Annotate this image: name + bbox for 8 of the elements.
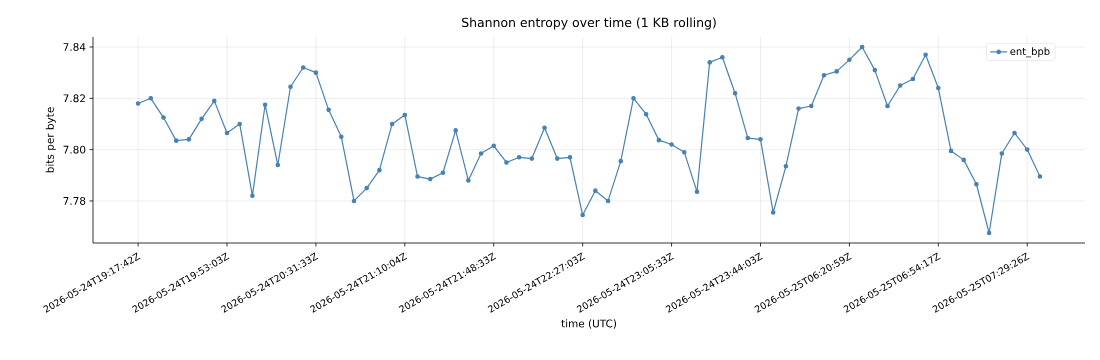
chart-title: Shannon entropy over time (1 KB rolling) xyxy=(462,17,716,30)
x-axis-title: time (UTC) xyxy=(561,319,617,329)
y-tick-label: 7.78 xyxy=(63,196,86,205)
y-tick-label: 7.84 xyxy=(63,43,86,51)
y-axis-title: bits per byte xyxy=(45,107,56,173)
y-tick-label: 7.80 xyxy=(63,145,86,154)
legend-label: ent_bpb xyxy=(1010,47,1050,58)
y-tick-label: 7.82 xyxy=(63,94,85,103)
